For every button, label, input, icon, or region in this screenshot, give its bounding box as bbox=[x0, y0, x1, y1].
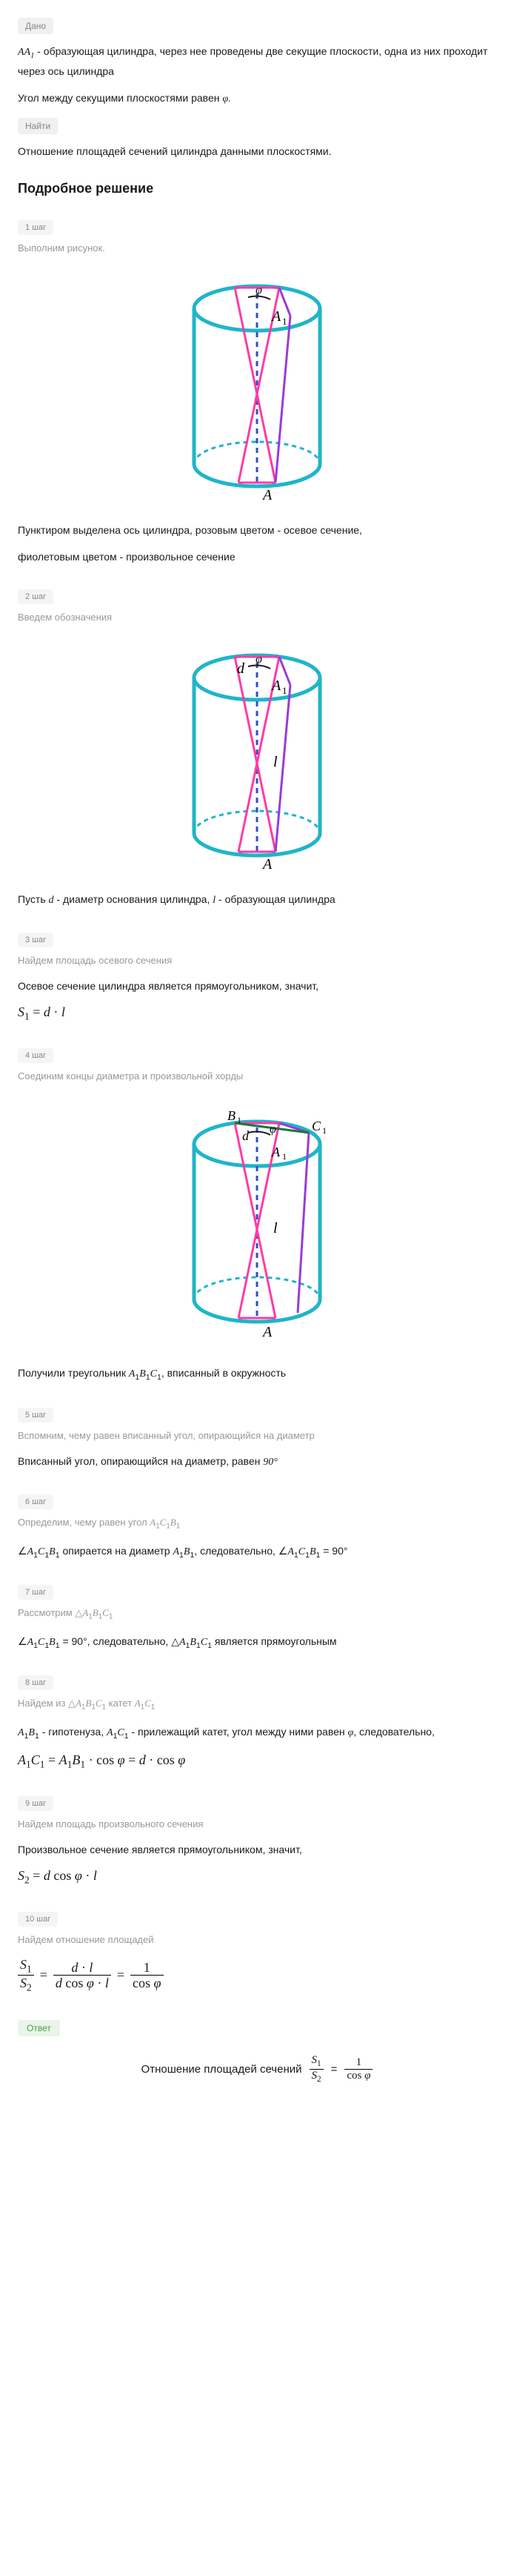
step7-cap: Рассмотрим △A1B1C1 bbox=[18, 1607, 496, 1621]
step7-tag: 7 шаг bbox=[18, 1585, 53, 1600]
diagram1: φ A 1 A bbox=[18, 271, 496, 501]
step3-tag: 3 шаг bbox=[18, 933, 53, 947]
step9-t1: Произвольное сечение является прямоуголь… bbox=[18, 1841, 496, 1858]
step8-formula: A1C1 = A1B1 · cos φ = d · cos φ bbox=[18, 1752, 496, 1771]
step4-tag: 4 шаг bbox=[18, 1048, 53, 1063]
otvet-tag: Ответ bbox=[18, 2020, 60, 2036]
svg-text:A: A bbox=[261, 487, 273, 501]
step1-after1: Пунктиром выделена ось цилиндра, розовым… bbox=[18, 522, 496, 538]
step8-tag: 8 шаг bbox=[18, 1675, 53, 1690]
svg-text:A: A bbox=[261, 1324, 273, 1340]
step3-cap: Найдем площадь осевого сечения bbox=[18, 955, 496, 966]
step5-t1: Вписанный угол, опирающийся на диаметр, … bbox=[18, 1453, 496, 1471]
svg-text:d: d bbox=[237, 660, 245, 677]
step4-after: Получили треугольник A1B1C1, вписанный в… bbox=[18, 1365, 496, 1384]
step2-cap: Введем обозначения bbox=[18, 612, 496, 623]
step9-tag: 9 шаг bbox=[18, 1796, 53, 1811]
step1-after2: фиолетовым цветом - произвольное сечение bbox=[18, 549, 496, 565]
naiti-tag: Найти bbox=[18, 118, 58, 134]
svg-text:B: B bbox=[227, 1108, 236, 1123]
step8-cap: Найдем из △A1B1C1 катет A1C1 bbox=[18, 1698, 496, 1712]
svg-text:d: d bbox=[242, 1128, 250, 1143]
dano-tag: Дано bbox=[18, 18, 53, 34]
answer-text: Отношение площадей сечений S1S2 = 1cos φ bbox=[18, 2054, 496, 2085]
step10-formula: S1S2 = d · ld cos φ · l = 1cos φ bbox=[18, 1957, 496, 1993]
step9-formula: S2 = d cos φ · l bbox=[18, 1868, 496, 1887]
svg-text:1: 1 bbox=[282, 316, 287, 327]
step5-cap: Вспомним, чему равен вписанный угол, опи… bbox=[18, 1430, 496, 1441]
step6-t1: ∠A1C1B1 опирается на диаметр A1B1, следо… bbox=[18, 1543, 496, 1562]
diagram2: φ d A 1 l A bbox=[18, 640, 496, 870]
step1-tag: 1 шаг bbox=[18, 220, 53, 235]
step10-tag: 10 шаг bbox=[18, 1912, 58, 1927]
step10-cap: Найдем отношение площадей bbox=[18, 1934, 496, 1945]
svg-text:1: 1 bbox=[322, 1125, 327, 1136]
aa1: AA1 bbox=[18, 47, 34, 58]
detail-title: Подробное решение bbox=[18, 181, 496, 196]
svg-text:1: 1 bbox=[282, 1151, 287, 1162]
svg-text:C: C bbox=[312, 1119, 321, 1133]
svg-text:1: 1 bbox=[237, 1115, 241, 1125]
svg-text:A: A bbox=[270, 308, 281, 325]
step4-cap: Соединим концы диаметра и произвольной х… bbox=[18, 1070, 496, 1082]
step5-tag: 5 шаг bbox=[18, 1408, 53, 1423]
dano-line1: AA1 - образующая цилиндра, через нее про… bbox=[18, 43, 496, 79]
step3-t1: Осевое сечение цилиндра является прямоуг… bbox=[18, 978, 496, 994]
svg-text:φ: φ bbox=[256, 653, 262, 666]
svg-text:1: 1 bbox=[282, 685, 287, 696]
svg-text:φ: φ bbox=[270, 1123, 276, 1136]
step9-cap: Найдем площадь произвольного сечения bbox=[18, 1818, 496, 1830]
dano-line2: Угол между секущими плоскостями равен φ. bbox=[18, 90, 496, 107]
diagram3: φ d B 1 C 1 A 1 l A bbox=[18, 1099, 496, 1344]
step3-formula: S1 = d · l bbox=[18, 1004, 496, 1023]
step8-t1: A1B1 - гипотенуза, A1C1 - прилежащий кат… bbox=[18, 1724, 496, 1743]
step1-cap: Выполним рисунок. bbox=[18, 242, 496, 254]
svg-text:φ: φ bbox=[256, 284, 262, 297]
step6-tag: 6 шаг bbox=[18, 1494, 53, 1509]
svg-text:A: A bbox=[271, 1145, 281, 1159]
svg-text:l: l bbox=[273, 1220, 278, 1236]
naiti-line: Отношение площадей сечений цилиндра данн… bbox=[18, 143, 496, 159]
step6-cap: Определим, чему равен угол A1C1B1 bbox=[18, 1517, 496, 1531]
step7-t1: ∠A1C1B1 = 90°, следовательно, △A1B1C1 яв… bbox=[18, 1633, 496, 1652]
step2-tag: 2 шаг bbox=[18, 589, 53, 604]
step2-after: Пусть d - диаметр основания цилиндра, l … bbox=[18, 891, 496, 909]
svg-text:A: A bbox=[270, 678, 281, 694]
svg-text:A: A bbox=[261, 856, 273, 870]
svg-text:l: l bbox=[273, 754, 278, 770]
